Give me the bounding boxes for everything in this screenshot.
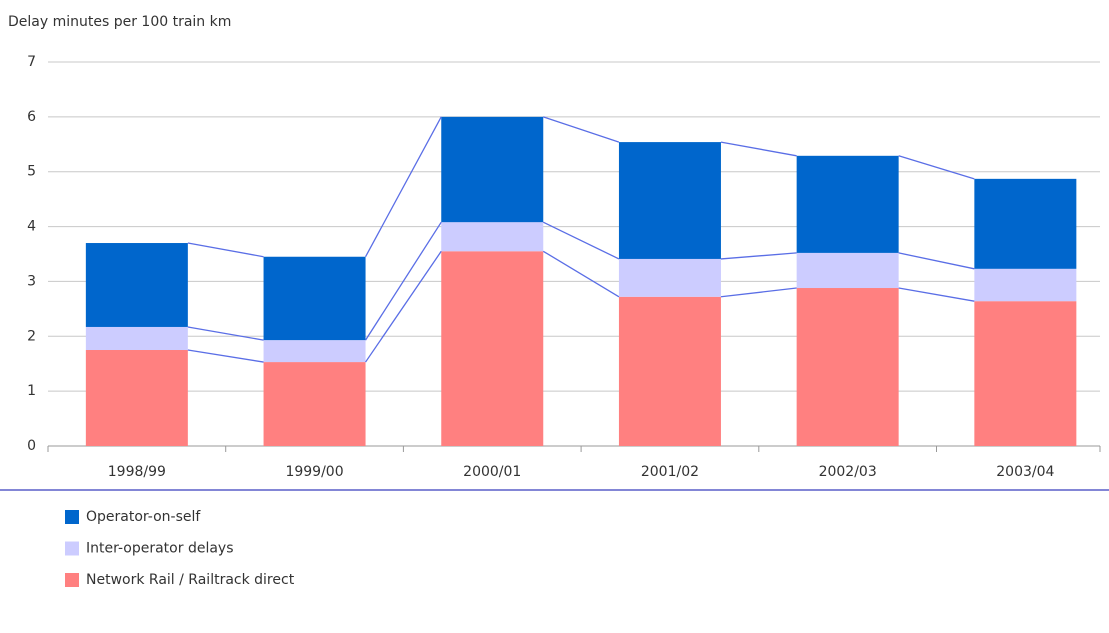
bar-segment	[796, 252, 899, 289]
bar-segment	[85, 350, 188, 446]
legend-swatch	[65, 541, 79, 556]
bar-segment	[263, 340, 366, 363]
bar-segment	[263, 256, 366, 341]
x-tick-label: 2002/03	[819, 464, 877, 480]
y-tick-label: 6	[27, 109, 36, 125]
y-tick-label: 2	[27, 328, 36, 344]
legend-label: Inter-operator delays	[86, 541, 234, 557]
bar-segment	[85, 243, 188, 327]
connector-line	[365, 221, 442, 341]
y-tick-label: 5	[27, 164, 36, 180]
bar-segment	[796, 288, 899, 446]
connector-line	[720, 252, 797, 260]
y-tick-label: 3	[27, 273, 36, 289]
connector-line	[187, 242, 264, 258]
legend-label: Operator-on-self	[86, 509, 201, 525]
connector-line	[187, 349, 264, 363]
connector-line	[364, 116, 442, 258]
x-tick-label: 1999/00	[285, 464, 343, 480]
bar-segment	[796, 155, 899, 253]
connector-line	[187, 326, 264, 341]
connector-line	[898, 155, 975, 180]
bar-segment	[441, 222, 544, 252]
bar-segment	[974, 178, 1077, 269]
connector-line	[898, 252, 975, 270]
connector-line	[542, 250, 620, 298]
bar-segment	[974, 268, 1077, 302]
bar-segment	[85, 326, 188, 350]
connector-line	[720, 287, 797, 298]
y-axis-label: Delay minutes per 100 train km	[8, 14, 231, 30]
bar-segment	[618, 142, 721, 259]
y-tick-label: 4	[27, 219, 36, 235]
bar-segment	[974, 301, 1077, 446]
x-tick-label: 1998/99	[108, 464, 166, 480]
x-tick-label: 2003/04	[996, 464, 1054, 480]
connector-line	[898, 287, 975, 302]
bar-segment	[618, 296, 721, 446]
y-tick-label: 0	[27, 438, 36, 454]
connector-line	[543, 116, 620, 143]
x-tick-label: 2000/01	[463, 464, 521, 480]
y-tick-label: 1	[27, 383, 36, 399]
bar-segment	[263, 362, 366, 446]
legend-label: Network Rail / Railtrack direct	[86, 572, 295, 588]
legend-swatch	[65, 573, 79, 587]
bar-segment	[441, 251, 544, 446]
x-tick-label: 2001/02	[641, 464, 699, 480]
bar-segment	[441, 116, 544, 223]
y-tick-label: 7	[27, 54, 36, 70]
connector-line	[365, 250, 442, 363]
connector-line	[542, 221, 620, 260]
connector-line	[720, 141, 797, 157]
legend-swatch	[65, 510, 79, 524]
bar-segment	[618, 258, 721, 297]
